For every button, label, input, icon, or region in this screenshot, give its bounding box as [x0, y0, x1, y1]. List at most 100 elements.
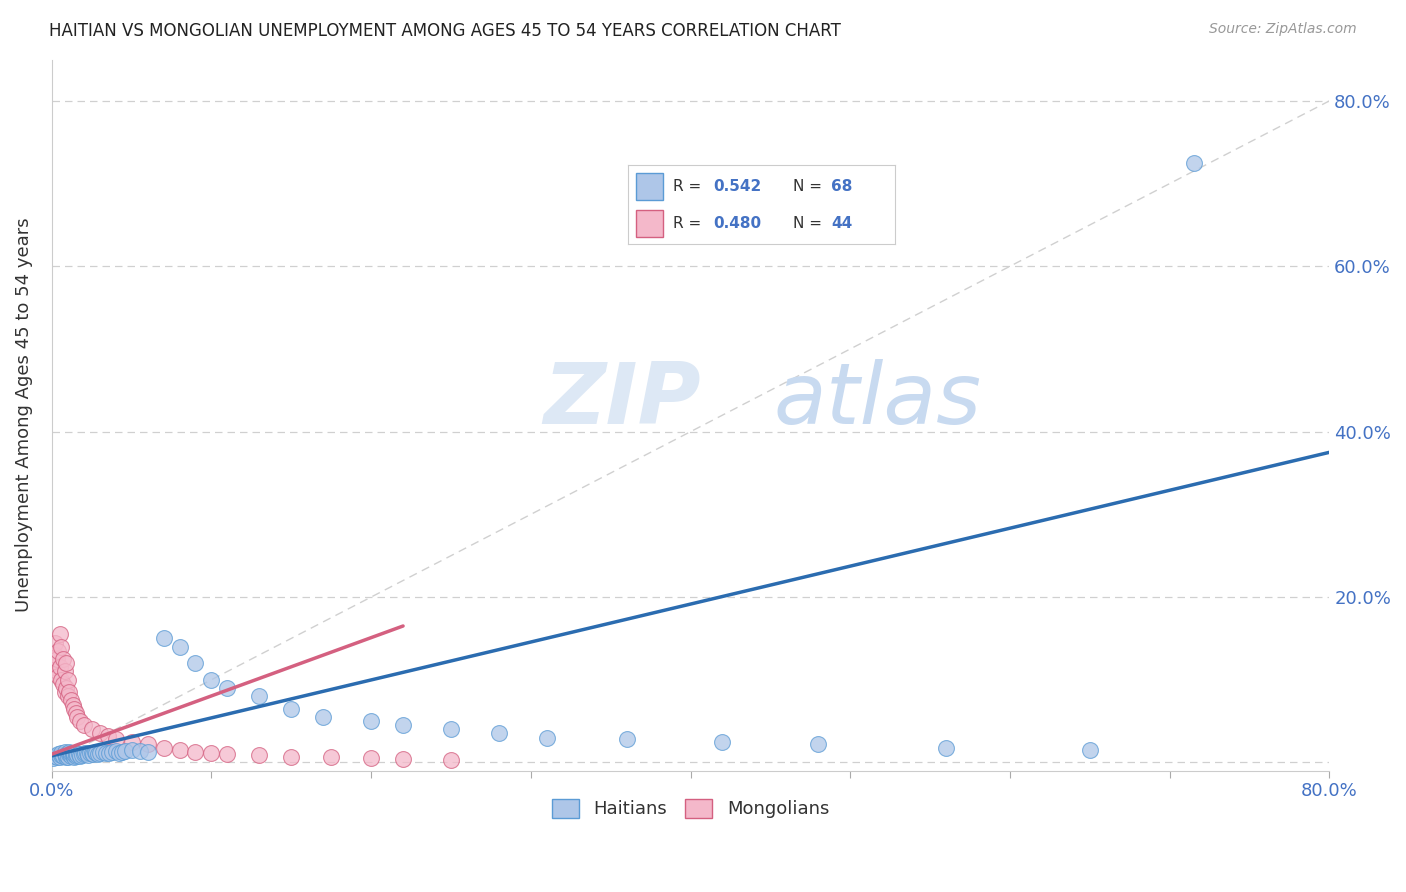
- Point: [66, 710, 89, 724]
- Point: [59, 747, 82, 761]
- Point: [75, 747, 97, 761]
- Point: [121, 735, 143, 749]
- Point: [65, 747, 87, 761]
- Point: [97, 729, 120, 743]
- Point: [98, 746, 121, 760]
- Text: N =: N =: [793, 179, 827, 194]
- Point: [152, 740, 174, 755]
- Text: atlas: atlas: [773, 359, 981, 442]
- Point: [53, 747, 76, 761]
- Point: [280, 749, 302, 764]
- Point: [217, 681, 239, 695]
- Point: [44, 748, 66, 763]
- Point: [62, 698, 84, 712]
- Point: [82, 747, 104, 761]
- Point: [111, 745, 134, 759]
- Point: [70, 747, 93, 762]
- Point: [392, 718, 415, 732]
- Point: [80, 746, 103, 760]
- Point: [45, 652, 67, 666]
- Text: HAITIAN VS MONGOLIAN UNEMPLOYMENT AMONG AGES 45 TO 54 YEARS CORRELATION CHART: HAITIAN VS MONGOLIAN UNEMPLOYMENT AMONG …: [49, 22, 841, 40]
- Point: [59, 693, 82, 707]
- Point: [392, 752, 415, 766]
- Point: [53, 685, 76, 699]
- Point: [73, 747, 96, 761]
- Point: [62, 746, 84, 760]
- Point: [55, 656, 77, 670]
- Point: [58, 745, 80, 759]
- Text: 0.542: 0.542: [713, 179, 762, 194]
- Legend: Haitians, Mongolians: Haitians, Mongolians: [544, 792, 837, 826]
- Y-axis label: Unemployment Among Ages 45 to 54 years: Unemployment Among Ages 45 to 54 years: [15, 218, 32, 613]
- Point: [440, 753, 463, 767]
- Point: [217, 747, 239, 761]
- Point: [51, 747, 73, 762]
- Point: [53, 665, 76, 679]
- Point: [711, 735, 734, 749]
- Point: [55, 747, 77, 762]
- Point: [59, 748, 82, 763]
- Text: R =: R =: [673, 216, 706, 230]
- Point: [200, 673, 222, 687]
- Point: [108, 746, 131, 760]
- Point: [807, 737, 830, 751]
- Point: [63, 747, 86, 761]
- Point: [56, 747, 79, 761]
- Point: [45, 750, 67, 764]
- Point: [200, 746, 222, 760]
- Point: [69, 714, 91, 728]
- Point: [94, 747, 117, 761]
- Text: ZIP: ZIP: [544, 359, 702, 442]
- Point: [45, 665, 67, 679]
- Point: [114, 744, 136, 758]
- Point: [48, 749, 70, 764]
- Point: [65, 748, 87, 763]
- Point: [1182, 156, 1205, 170]
- Point: [51, 673, 73, 687]
- Point: [56, 673, 79, 687]
- Text: Source: ZipAtlas.com: Source: ZipAtlas.com: [1209, 22, 1357, 37]
- Point: [52, 652, 75, 666]
- Point: [101, 745, 124, 759]
- Point: [247, 747, 270, 762]
- Text: N =: N =: [793, 216, 827, 230]
- Point: [51, 746, 73, 760]
- Point: [136, 737, 159, 751]
- Point: [152, 632, 174, 646]
- Point: [312, 710, 335, 724]
- Point: [360, 751, 382, 765]
- Point: [440, 723, 463, 737]
- Point: [56, 690, 79, 704]
- Point: [48, 660, 70, 674]
- Point: [79, 747, 101, 761]
- Point: [58, 685, 80, 699]
- Point: [53, 745, 76, 759]
- Point: [56, 749, 79, 764]
- FancyBboxPatch shape: [636, 210, 662, 236]
- Point: [1078, 743, 1101, 757]
- Text: 44: 44: [831, 216, 852, 230]
- Point: [55, 681, 77, 695]
- Point: [73, 718, 96, 732]
- Point: [77, 747, 100, 762]
- Point: [104, 732, 127, 747]
- Point: [89, 746, 111, 760]
- Point: [48, 627, 70, 641]
- Point: [76, 746, 98, 760]
- Point: [89, 726, 111, 740]
- Point: [121, 743, 143, 757]
- Point: [63, 749, 86, 764]
- Point: [360, 714, 382, 728]
- Point: [87, 747, 110, 761]
- Point: [247, 690, 270, 704]
- Point: [169, 640, 191, 654]
- Point: [80, 723, 103, 737]
- Point: [169, 743, 191, 757]
- Point: [69, 748, 91, 763]
- FancyBboxPatch shape: [636, 173, 662, 200]
- Point: [46, 668, 69, 682]
- Point: [44, 648, 66, 662]
- Point: [321, 750, 343, 764]
- Point: [42, 660, 65, 674]
- Point: [91, 745, 114, 759]
